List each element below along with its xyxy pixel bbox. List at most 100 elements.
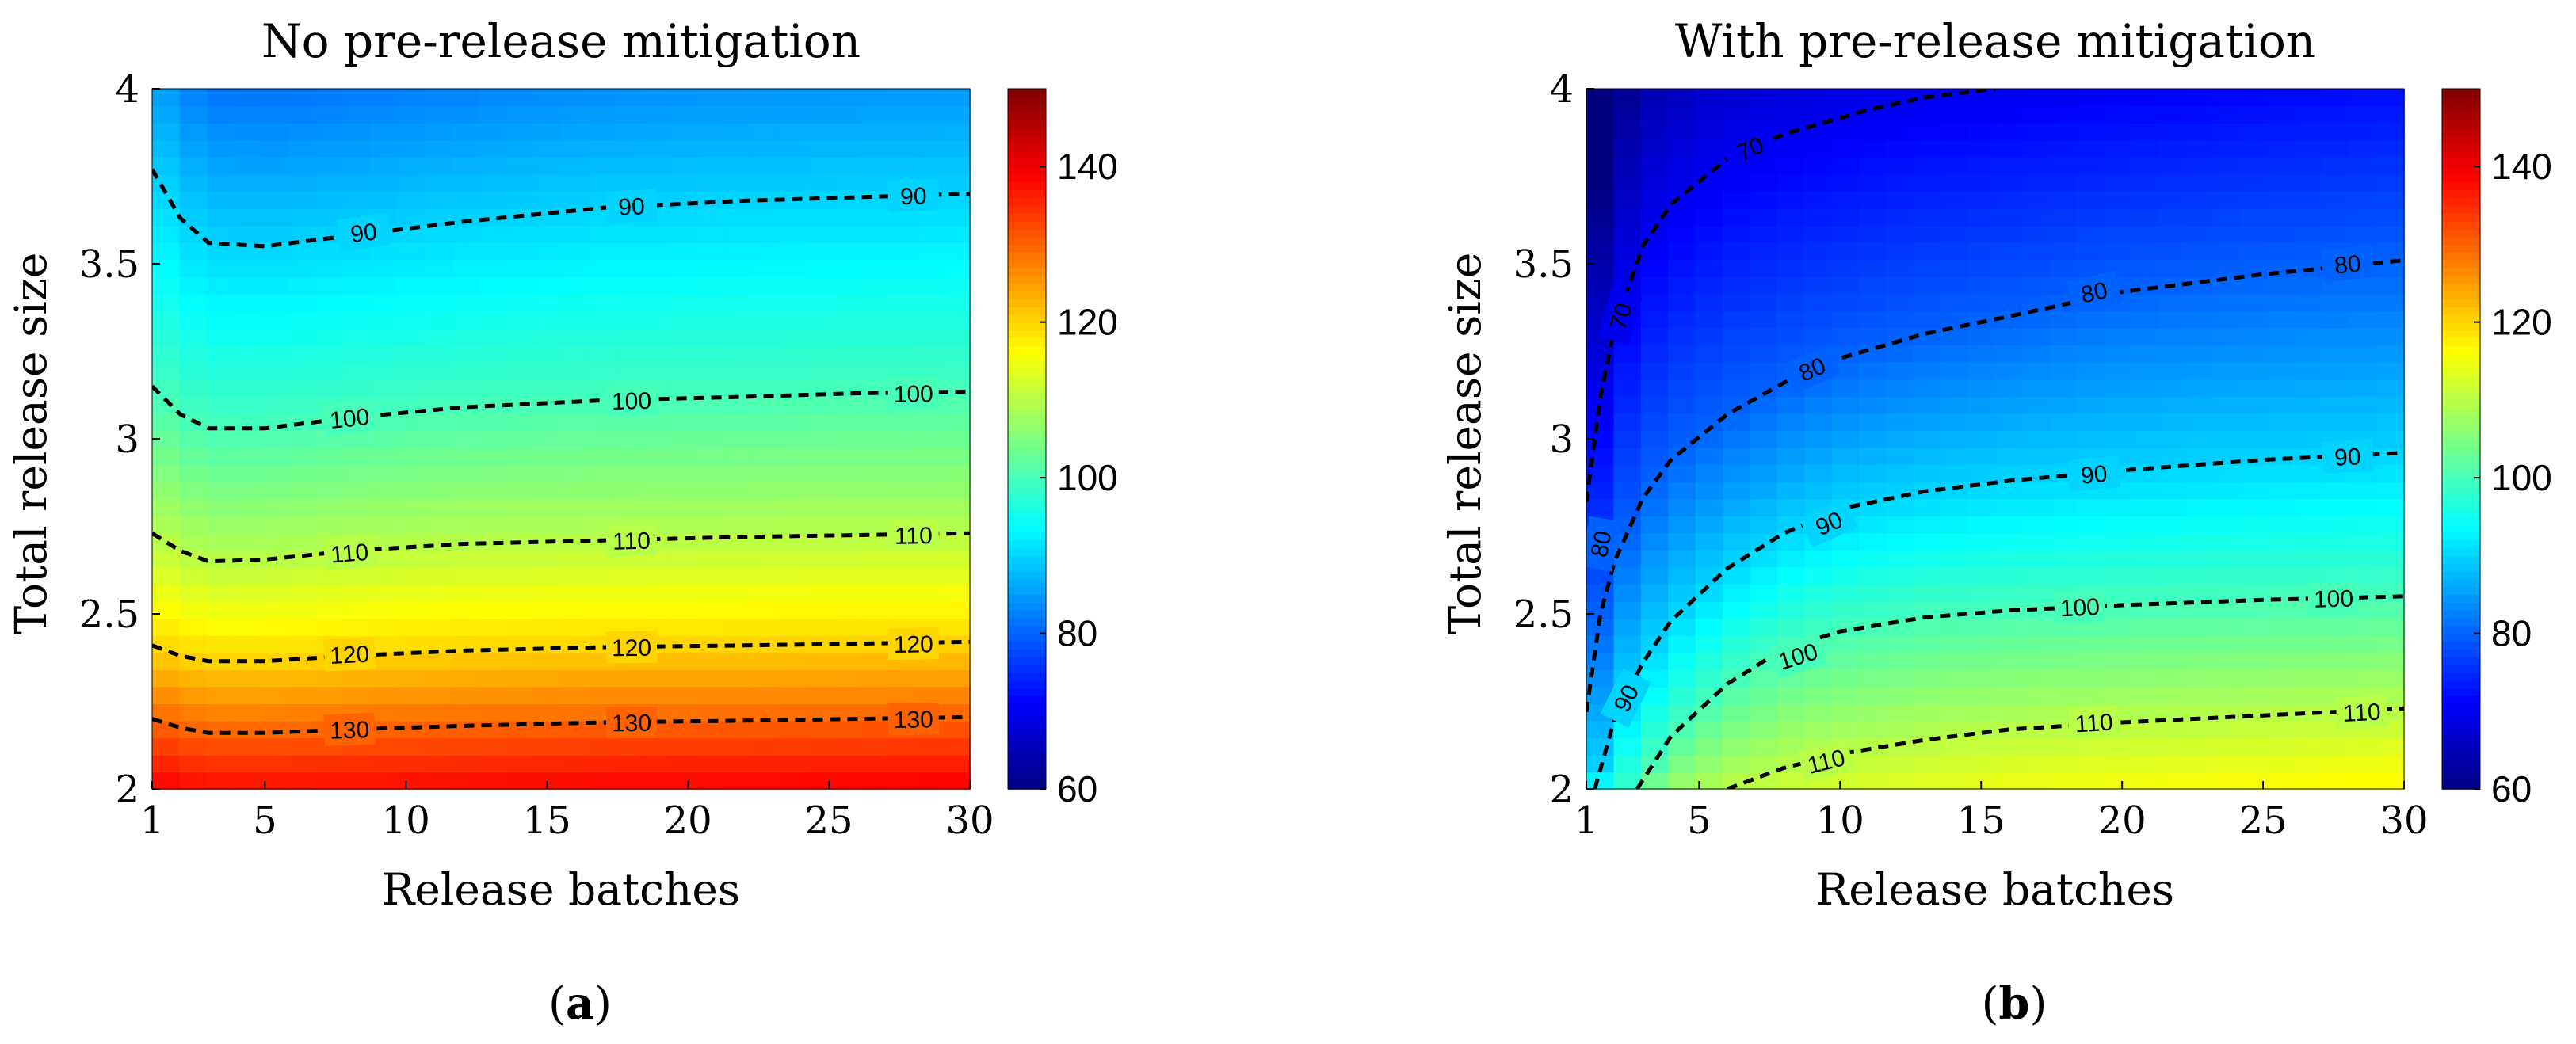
y-tick-label: 4: [115, 67, 139, 112]
heatmap-cell: [1859, 634, 1887, 653]
heatmap-cell: [2268, 413, 2296, 432]
heatmap-cell: [1995, 105, 2024, 124]
heatmap-cell: [2295, 105, 2323, 124]
heatmap-cell: [942, 361, 971, 380]
heatmap-cell: [1613, 634, 1642, 653]
heatmap-cell: [1723, 361, 1751, 380]
heatmap-cell: [779, 652, 807, 670]
colorbar-segment: [1008, 555, 1046, 564]
colorbar-segment: [1008, 299, 1046, 307]
heatmap-cell: [1859, 669, 1887, 688]
heatmap-cell: [370, 259, 399, 277]
heatmap-cell: [506, 566, 535, 585]
heatmap-cell: [1695, 516, 1723, 534]
heatmap-cell: [2376, 327, 2405, 346]
heatmap-cell: [288, 379, 317, 397]
colorbar-segment: [2442, 120, 2480, 128]
heatmap-cell: [1831, 413, 1860, 432]
heatmap-cell: [1941, 532, 1969, 551]
heatmap-cell: [643, 157, 671, 175]
heatmap-cell: [1723, 311, 1751, 329]
heatmap-cell: [452, 208, 480, 227]
heatmap-cell: [2158, 481, 2187, 500]
heatmap-cell: [887, 584, 916, 602]
heatmap-cell: [425, 584, 453, 602]
heatmap-cell: [2131, 89, 2160, 107]
heatmap-cell: [724, 550, 753, 568]
colorbar-segment: [1008, 773, 1046, 782]
heatmap-cell: [2268, 652, 2296, 670]
heatmap-cell: [2376, 652, 2405, 670]
heatmap-cell: [834, 584, 862, 602]
heatmap-cell: [861, 293, 889, 312]
heatmap-cell: [2322, 379, 2350, 397]
heatmap-cell: [1613, 242, 1642, 261]
heatmap-cell: [2240, 396, 2269, 414]
y-ticks: 22.533.54: [1513, 67, 1594, 812]
heatmap-cell: [2240, 532, 2269, 551]
heatmap-cell: [1695, 498, 1723, 516]
heatmap-cell: [615, 139, 643, 158]
heatmap-cell: [561, 481, 590, 500]
heatmap-cell: [697, 259, 726, 277]
heatmap-cell: [2158, 516, 2187, 534]
heatmap-cell: [1886, 89, 1914, 107]
heatmap-cell: [1831, 191, 1860, 209]
heatmap-cell: [2240, 430, 2269, 448]
heatmap-cell: [697, 720, 726, 739]
heatmap-cell: [561, 754, 590, 773]
heatmap-cell: [670, 737, 698, 756]
heatmap-cell: [1913, 345, 1941, 363]
colorbar-segment: [2442, 578, 2480, 588]
heatmap-cell: [1695, 720, 1723, 739]
heatmap-cell: [1695, 139, 1723, 158]
heatmap-cell: [1695, 208, 1723, 227]
heatmap-cell: [370, 686, 399, 704]
heatmap-cell: [588, 566, 616, 585]
heatmap-cell: [751, 584, 780, 602]
heatmap-cell: [179, 276, 208, 295]
heatmap-cell: [751, 225, 780, 243]
heatmap-cell: [1967, 276, 1996, 295]
heatmap-cell: [643, 361, 671, 380]
heatmap-cell: [1804, 686, 1833, 704]
colorbar-segment: [2442, 166, 2480, 175]
heatmap-cell: [342, 327, 371, 346]
heatmap-cell: [2322, 634, 2350, 653]
heatmap-cell: [2213, 89, 2242, 107]
heatmap-cell: [2104, 754, 2132, 773]
colorbar-segment: [2442, 555, 2480, 564]
heatmap-cell: [2131, 669, 2160, 688]
heatmap-cell: [1723, 618, 1751, 636]
heatmap-cell: [1668, 550, 1696, 568]
heatmap-cell: [179, 481, 208, 500]
heatmap-cell: [479, 703, 507, 722]
heatmap-cell: [915, 327, 944, 346]
heatmap-cell: [179, 139, 208, 158]
heatmap-cell: [1613, 225, 1642, 243]
heatmap-cell: [615, 498, 643, 516]
heatmap-cell: [179, 242, 208, 261]
heatmap-cell: [1668, 737, 1696, 756]
heatmap-cell: [315, 345, 344, 363]
heatmap-cell: [670, 720, 698, 739]
heatmap-cell: [697, 413, 726, 432]
colorbar-segment: [2442, 703, 2480, 712]
heatmap-cell: [2158, 345, 2187, 363]
heatmap-cell: [2158, 772, 2187, 790]
heatmap-cell: [2185, 123, 2214, 141]
heatmap-cell: [452, 737, 480, 756]
heatmap-cell: [206, 311, 235, 329]
heatmap-cell: [533, 139, 562, 158]
heatmap-cell: [1668, 703, 1696, 722]
heatmap-cell: [425, 242, 453, 261]
heatmap-cell: [397, 157, 426, 175]
heatmap-cell: [1586, 498, 1615, 516]
heatmap-cell: [1695, 754, 1723, 773]
heatmap-cell: [397, 191, 426, 209]
heatmap-cell: [751, 396, 780, 414]
colorbar-segment: [2442, 275, 2480, 284]
heatmap-cell: [942, 379, 971, 397]
heatmap-cell: [1640, 498, 1669, 516]
heatmap-cell: [179, 89, 208, 107]
